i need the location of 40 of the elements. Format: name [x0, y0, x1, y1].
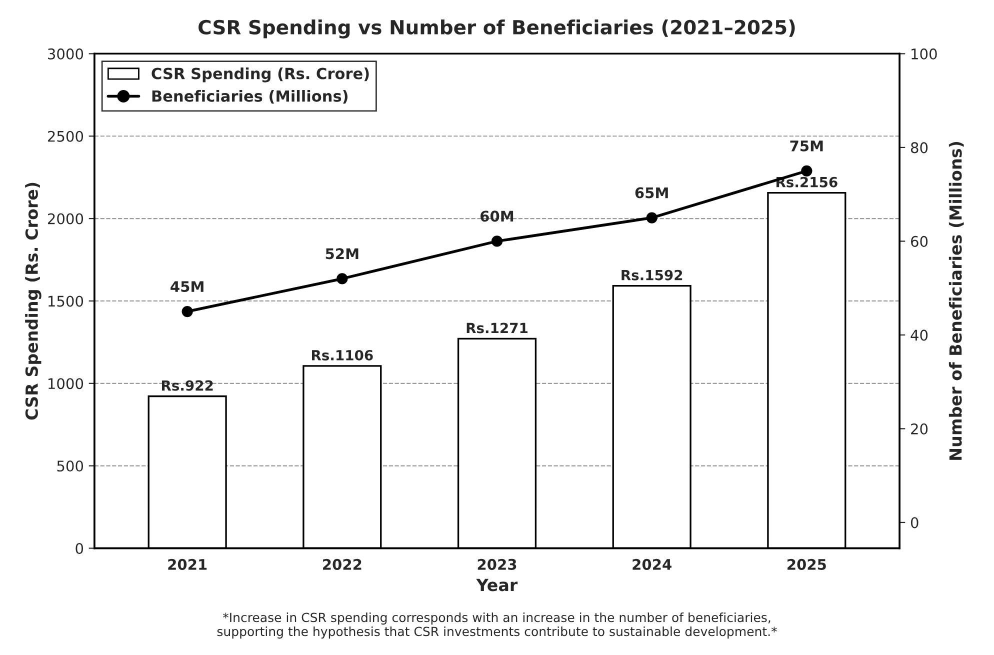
y2-tick-label: 80 — [910, 142, 928, 154]
y2-tick-label: 60 — [911, 236, 928, 247]
text: *Increase in CSR spending corresponds with an increase in the number of beneficiaries, supporting the hypothesis that CSR investments contribute to sustainable development.* — [217, 612, 777, 639]
point — [491, 236, 503, 247]
legend-label: Beneficiaries (Millions) — [152, 90, 348, 104]
x-tick-label: 2024 — [632, 558, 672, 570]
y-tick-label: 1000 — [48, 378, 84, 390]
point — [646, 212, 658, 224]
y2-tick-label: 40 — [910, 330, 928, 341]
y-tick-label: 500 — [57, 460, 84, 472]
x-tick-label: 2021 — [168, 558, 207, 570]
data-label: 60M — [480, 210, 514, 222]
data-label: 75M — [790, 140, 823, 152]
data-label: 65M — [635, 187, 668, 198]
data-label: Rs.1106 — [312, 350, 373, 360]
legend-label: CSR Spending (Rs. Crore) — [152, 67, 369, 82]
y2-tick-label: 20 — [911, 423, 928, 434]
point — [182, 306, 193, 318]
data-label: 52M — [326, 248, 358, 260]
y-tick-label: 0 — [76, 542, 84, 554]
x-tick-label: 2022 — [323, 558, 362, 570]
x-tick-label: 2025 — [788, 558, 826, 570]
y2-axis-title: Number of Beneficiaries (Millions) — [948, 142, 964, 460]
y-tick-label: 3000 — [48, 48, 84, 60]
y2-tick-label: 100 — [912, 48, 937, 60]
point — [336, 273, 348, 284]
y-tick-label: 1500 — [48, 296, 84, 307]
data-label: Rs.1271 — [466, 322, 528, 334]
data-label: 45M — [170, 281, 204, 292]
y-axis-title: CSR Spending (Rs. Crore) — [25, 182, 42, 420]
y2-tick-label: 0 — [910, 517, 918, 528]
x-tick-label: 2023 — [478, 558, 516, 570]
data-label: Rs.1592 — [622, 270, 682, 280]
x-axis-title: Year — [476, 578, 518, 592]
point — [801, 165, 812, 176]
y-tick-label: 2000 — [48, 213, 84, 224]
data-label: Rs.922 — [162, 380, 213, 391]
chart-title: CSR Spending vs Number of Beneficiaries (2021–2025) — [198, 19, 795, 38]
data-label: Rs.2156 — [776, 176, 838, 188]
y-tick-label: 2500 — [48, 130, 84, 142]
